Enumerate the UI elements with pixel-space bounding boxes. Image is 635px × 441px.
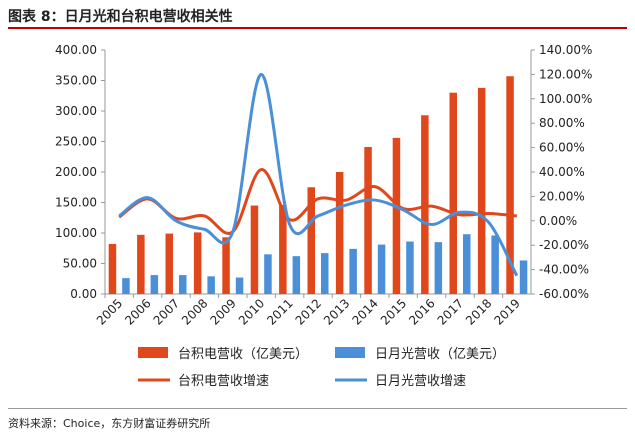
legend-label: 台积电营收增速: [178, 374, 269, 389]
x-tick-label: 2008: [179, 296, 210, 327]
right-tick-label: 100.00%: [539, 92, 592, 106]
x-tick-label: 2009: [207, 296, 238, 327]
x-tick-label: 2015: [378, 296, 409, 327]
x-tick-label: 2018: [463, 296, 494, 327]
right-tick-label: 40.00%: [539, 165, 585, 179]
ase-revenue-bar: [292, 256, 301, 294]
ase-revenue-bar: [406, 241, 414, 294]
tsmc-revenue-bar: [392, 137, 401, 294]
ase-revenue-bar: [321, 253, 329, 294]
figure-title: 图表 8：日月光和台积电营收相关性: [8, 9, 233, 25]
x-tick-label: 2012: [293, 296, 324, 327]
left-tick-label: 300.00: [55, 104, 97, 118]
right-tick-label: -40.00%: [539, 263, 589, 277]
x-tick-label: 2011: [264, 296, 295, 327]
ase-revenue-bar: [519, 260, 528, 294]
dual-axis-chart: 0.00 50.00 100.00 150.00 200.00 250.00 300.00 3…: [55, 43, 592, 389]
left-tick-label: 350.00: [55, 74, 97, 88]
legend-label: 台积电营收（亿美元）: [178, 347, 308, 362]
tsmc-revenue-bar: [421, 115, 429, 295]
tsmc-revenue-bar: [165, 233, 173, 294]
title-rule: [8, 27, 627, 29]
legend-swatch: [138, 347, 168, 358]
legend-label: 日月光营收（亿美元）: [375, 347, 505, 362]
chart-lines: [118, 72, 519, 277]
ase-revenue-bar: [491, 235, 499, 294]
right-tick-label: 120.00%: [539, 67, 592, 81]
x-tick-label: 2005: [94, 296, 125, 327]
right-tick-label: 140.00%: [539, 43, 592, 57]
left-tick-label: 50.00: [63, 257, 97, 271]
tsmc-revenue-bar: [364, 146, 372, 294]
x-tick-label: 2013: [321, 296, 352, 327]
legend-swatch: [335, 347, 365, 358]
tsmc-revenue-bar: [279, 204, 287, 294]
x-tick-label: 2017: [435, 296, 466, 327]
ase-revenue-bar: [235, 277, 244, 294]
x-tick-label: 2016: [406, 296, 437, 327]
ase-revenue-bar: [207, 276, 215, 294]
left-tick-label: 200.00: [55, 165, 97, 179]
right-tick-label: 0.00%: [539, 214, 577, 228]
ase-revenue-bar: [264, 254, 272, 294]
ase-revenue-bar: [377, 244, 386, 294]
source-note: 资料来源：Choice，东方财富证券研究所: [8, 417, 211, 430]
ase-revenue-bar: [122, 278, 130, 294]
tsmc-revenue-bar: [222, 237, 230, 294]
tsmc-revenue-bar: [477, 87, 486, 294]
x-tick-label: 2014: [349, 296, 380, 327]
ase-revenue-bar: [179, 275, 187, 294]
tsmc-revenue-bar: [250, 205, 259, 294]
chart-bars: [108, 76, 528, 295]
ase-revenue-bar: [150, 275, 159, 294]
right-tick-label: -20.00%: [539, 238, 589, 252]
x-tick-label: 2019: [491, 296, 522, 327]
tsmc-revenue-bar: [506, 76, 514, 294]
right-tick-label: 20.00%: [539, 189, 585, 203]
left-tick-label: 150.00: [55, 196, 97, 210]
left-tick-label: 400.00: [55, 43, 97, 57]
right-tick-label: 60.00%: [539, 141, 585, 155]
chart-legend: 台积电营收（亿美元） 日月光营收（亿美元） 台积电营收增速 日月光营收增速: [138, 347, 505, 389]
x-tick-label: 2007: [151, 296, 182, 327]
left-tick-label: 0.00: [70, 287, 97, 301]
tsmc-revenue-bar: [335, 172, 344, 294]
tsmc-revenue-bar: [137, 234, 145, 294]
ase-growth-line: [118, 72, 519, 277]
right-tick-label: -60.00%: [539, 287, 589, 301]
tsmc-revenue-bar: [193, 232, 202, 294]
footer-rule: [8, 408, 627, 409]
legend-label: 日月光营收增速: [375, 374, 466, 389]
x-tick-label: 2006: [122, 296, 153, 327]
x-tick-label: 2010: [236, 296, 267, 327]
tsmc-revenue-bar: [307, 187, 315, 294]
tsmc-revenue-bar: [449, 92, 457, 294]
ase-revenue-bar: [349, 248, 357, 294]
left-tick-label: 100.00: [55, 226, 97, 240]
ase-revenue-bar: [463, 234, 471, 294]
tsmc-growth-line: [118, 168, 517, 235]
ase-revenue-bar: [434, 242, 443, 294]
right-tick-label: 80.00%: [539, 116, 585, 130]
left-tick-label: 250.00: [55, 135, 97, 149]
tsmc-revenue-bar: [108, 243, 117, 294]
